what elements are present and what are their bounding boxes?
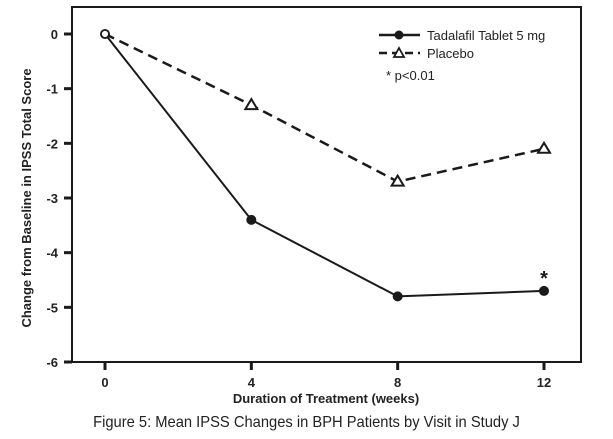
- x-axis-title: Duration of Treatment (weeks): [233, 391, 419, 406]
- legend-significance-note: * p<0.01: [386, 68, 435, 83]
- figure-caption: Figure 5: Mean IPSS Changes in BPH Patie…: [93, 414, 520, 431]
- legend-marker-tadalafil: [394, 30, 404, 40]
- series-line-tadalafil: [104, 33, 545, 298]
- plot-frame: [71, 6, 582, 363]
- x-tick-label: 4: [248, 375, 256, 390]
- y-axis: 0 -1 -2 -3 -4 -5 -6: [46, 27, 72, 370]
- baseline-point: [100, 29, 110, 39]
- y-axis-title: Change from Baseline in IPSS Total Score: [19, 68, 34, 327]
- x-tick-label: 12: [537, 375, 551, 390]
- data-point-tadalafil: [539, 285, 549, 296]
- data-point-tadalafil: [392, 291, 403, 302]
- y-tick-label: -5: [46, 300, 58, 315]
- legend-label-placebo: Placebo: [427, 46, 474, 61]
- x-tick-label: 0: [101, 375, 108, 390]
- y-tick-label: -2: [46, 136, 58, 151]
- chart: 0 -1 -2 -3 -4 -5 -6 0 4 8 12 Duration of Treatmen…: [19, 6, 582, 406]
- data-point-placebo: [389, 173, 406, 187]
- y-tick-label: -3: [46, 191, 58, 206]
- series-line-placebo: [104, 32, 545, 183]
- legend-label-tadalafil: Tadalafil Tablet 5 mg: [427, 28, 545, 43]
- data-point-tadalafil: [246, 214, 257, 225]
- y-tick-label: -4: [46, 246, 58, 261]
- data-point-placebo: [243, 97, 260, 111]
- significance-asterisk: *: [540, 268, 548, 290]
- legend-marker-placebo: [392, 46, 406, 58]
- y-tick-label: -1: [46, 82, 58, 97]
- series-layer: *: [100, 29, 552, 302]
- y-tick-label: -6: [46, 355, 58, 370]
- x-tick-label: 8: [394, 375, 401, 390]
- y-tick-label: 0: [51, 27, 58, 42]
- x-axis: 0 4 8 12: [101, 362, 551, 390]
- data-point-placebo: [536, 140, 552, 154]
- legend: Tadalafil Tablet 5 mg Placebo * p<0.01: [379, 28, 545, 83]
